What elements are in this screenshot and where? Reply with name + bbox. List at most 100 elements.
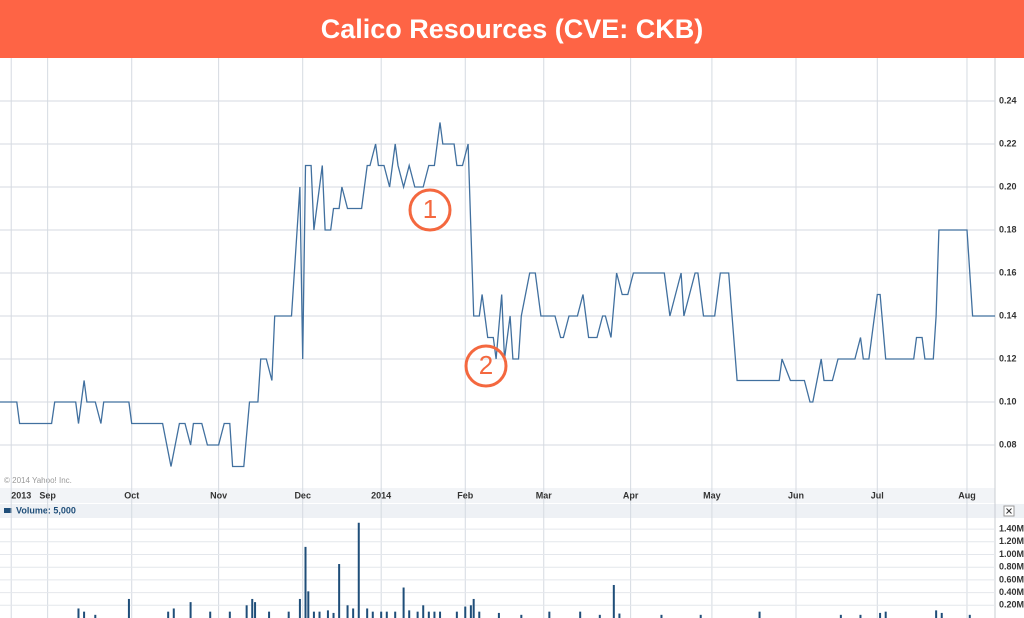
volume-bar [332,612,335,618]
volume-bar [77,608,80,618]
x-tick-label: Oct [124,490,139,500]
x-tick-label: Jul [871,490,884,500]
volume-bar [548,611,551,618]
x-tick-label: Sep [39,490,56,500]
y-tick-label: 0.60M [999,574,1024,584]
volume-bar [352,608,355,618]
volume-bar [189,602,192,618]
volume-header [0,504,1024,518]
close-icon [1006,508,1012,514]
chart-title: Calico Resources (CVE: CKB) [321,14,704,44]
x-tick-label: Jun [788,490,804,500]
x-tick-label: 2013 [11,490,31,500]
volume-bar [422,605,425,618]
x-tick-label: Feb [457,490,474,500]
volume-bar [439,611,442,618]
volume-bar [455,611,458,618]
volume-bar [307,591,310,618]
x-tick-label: 2014 [371,490,391,500]
y-tick-label: 0.12 [999,353,1017,363]
volume-bar [94,614,97,618]
volume-bar [83,611,86,618]
volume-bar [579,611,582,618]
volume-bar [346,605,349,618]
volume-bar [660,614,663,618]
volume-bar [469,605,472,618]
annotation-label: 1 [423,194,437,224]
volume-bar [385,611,388,618]
y-tick-label: 1.20M [999,536,1024,546]
annotation-1: 1 [408,188,452,232]
price-line [0,122,995,468]
volume-bar [935,610,938,618]
volume-bar [209,611,212,618]
volume-bar [699,614,702,618]
volume-bar [380,611,383,618]
volume-bar [357,522,360,618]
volume-bar [884,611,887,618]
volume-bar [312,611,315,618]
volume-bar [228,611,231,618]
volume-bar [612,584,615,618]
volume-bar [497,612,500,618]
volume-bar [318,611,321,618]
y-tick-label: 0.14 [999,310,1017,320]
volume-bar [408,610,411,618]
volume-bar [326,610,329,618]
volume-bar [968,614,971,618]
y-tick-label: 0.20M [999,600,1024,610]
volume-bar [478,611,481,618]
volume-bar [879,612,882,618]
volume-bar [598,614,601,618]
volume-bar [371,611,374,618]
volume-bar [251,598,254,618]
y-tick-label: 0.08 [999,439,1017,449]
volume-bar [268,611,271,618]
x-tick-label: Nov [210,490,227,500]
volume-bar [618,613,621,618]
legend-swatch [4,508,12,513]
volume-bar [433,611,436,618]
volume-bar [366,608,369,618]
y-tick-label: 0.18 [999,224,1017,234]
y-tick-label: 0.20 [999,181,1017,191]
annotation-circle [464,344,508,388]
annotation-2: 2 [464,344,508,388]
y-tick-label: 0.22 [999,138,1017,148]
x-tick-label: Apr [623,490,639,500]
volume-bar [940,612,943,618]
y-tick-label: 0.80M [999,562,1024,572]
volume-bar [427,611,430,618]
y-tick-label: 0.16 [999,267,1017,277]
source-note: © 2014 Yahoo! Inc. [4,476,72,485]
volume-bar [127,598,130,618]
y-tick-label: 0.40M [999,587,1024,597]
marks [0,122,995,618]
volume-bar [304,546,307,618]
annotation-label: 2 [479,350,493,380]
y-tick-label: 1.40M [999,523,1024,533]
volume-bar [172,608,175,618]
volume-bar [402,587,405,618]
y-tick-label: 0.24 [999,95,1017,105]
y-tick-label: 0.10 [999,396,1017,406]
volume-bar [472,598,475,618]
y-tick-label: 1.00M [999,549,1024,559]
title-bar [0,0,1024,58]
x-tick-label: Mar [536,490,553,500]
annotation-circle [408,188,452,232]
volume-bar [859,614,862,618]
legend-label: Volume: 5,000 [16,505,76,515]
x-tick-label: Dec [294,490,311,500]
volume-bar [245,605,248,618]
volume-bar [839,614,842,618]
x-tick-label: May [703,490,721,500]
volume-bar [464,606,467,618]
volume-bar [416,611,419,618]
x-tick-label: Aug [958,490,976,500]
volume-bar [254,602,257,618]
x-axis-band [0,488,995,503]
volume-bar [394,611,397,618]
volume-bar [520,614,523,618]
